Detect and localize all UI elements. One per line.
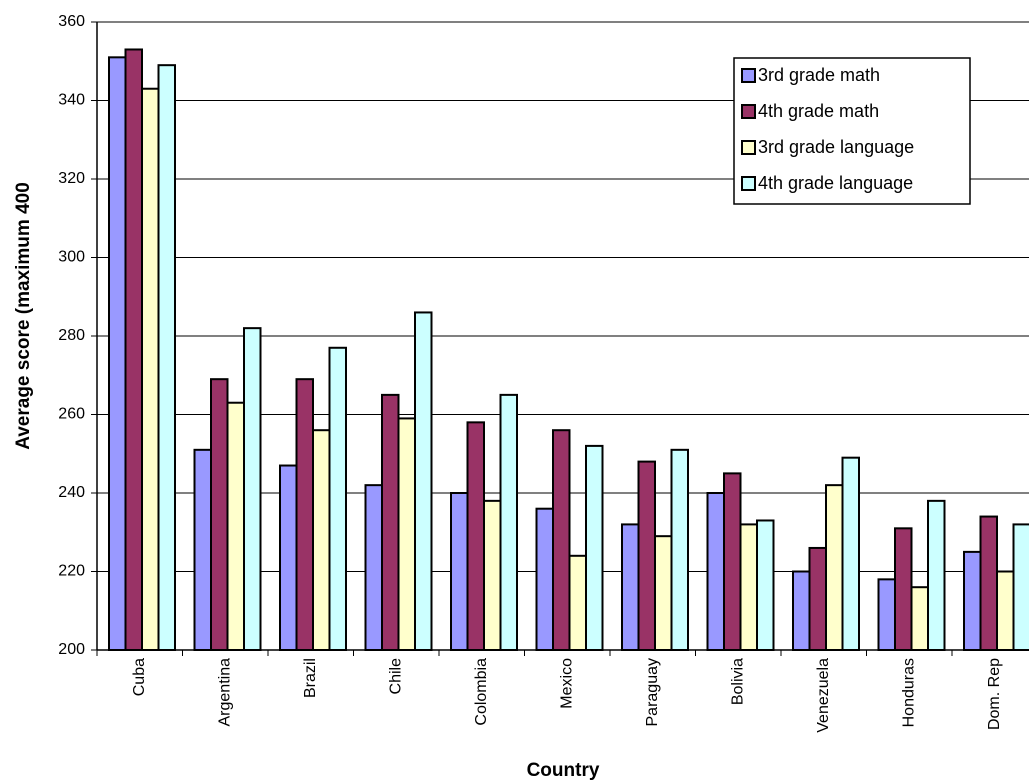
bar	[328, 346, 347, 651]
bar	[792, 570, 811, 651]
x-tick-label: Argentina	[216, 658, 233, 727]
x-tick-label: Venezuela	[815, 658, 832, 733]
y-tick-label: 300	[58, 249, 85, 266]
bar	[381, 393, 400, 651]
bar	[723, 472, 742, 651]
bar	[499, 393, 518, 651]
bar	[927, 499, 946, 651]
bar	[756, 519, 775, 651]
bar	[535, 507, 554, 652]
y-axis-title: Average score (maximum 400	[13, 182, 34, 450]
legend-label: 3rd grade math	[758, 65, 880, 85]
x-tick-label: Chile	[387, 658, 404, 695]
bar	[279, 464, 298, 651]
bar	[226, 401, 245, 651]
y-tick-label: 260	[58, 406, 85, 423]
bar	[483, 499, 502, 651]
x-tick-label: Cuba	[131, 658, 148, 696]
bar	[364, 484, 383, 651]
x-axis-title: Country	[527, 760, 600, 781]
legend-label: 3rd grade language	[758, 137, 914, 157]
bar	[963, 550, 982, 651]
bar	[585, 444, 604, 651]
x-tick-label: Dom. Rep	[986, 658, 1003, 730]
legend-swatch	[741, 140, 756, 155]
legend-swatch	[741, 68, 756, 83]
bar	[193, 448, 212, 652]
legend-label: 4th grade language	[758, 173, 913, 193]
bar	[210, 378, 229, 651]
y-tick-label: 340	[58, 92, 85, 109]
bar	[295, 378, 314, 651]
x-tick-label: Paraguay	[644, 658, 661, 727]
legend-swatch	[741, 104, 756, 119]
bar	[568, 554, 587, 651]
y-tick-label: 360	[58, 13, 85, 30]
bar	[910, 586, 929, 652]
x-tick-label: Mexico	[558, 658, 575, 709]
bar	[397, 417, 416, 651]
x-tick-label: Brazil	[302, 658, 319, 698]
x-tick-label: Bolivia	[729, 658, 746, 705]
y-tick-label: 320	[58, 170, 85, 187]
bar	[739, 523, 758, 652]
bar	[706, 492, 725, 651]
bar	[414, 311, 433, 651]
x-tick-label: Colombia	[473, 658, 490, 726]
legend-swatch	[741, 176, 756, 191]
bar	[450, 492, 469, 651]
bar	[996, 570, 1015, 651]
bar	[894, 527, 913, 652]
bar	[654, 535, 673, 651]
bar	[108, 56, 127, 651]
bar	[466, 421, 485, 651]
bar	[825, 484, 844, 651]
y-tick-label: 200	[58, 641, 85, 658]
bar	[637, 460, 656, 651]
bar	[124, 48, 143, 652]
bar	[552, 429, 571, 652]
bar	[312, 429, 331, 652]
y-tick-label: 280	[58, 327, 85, 344]
bar	[157, 64, 176, 652]
bar	[1012, 523, 1029, 652]
y-tick-label: 240	[58, 484, 85, 501]
legend-label: 4th grade math	[758, 101, 879, 121]
bar	[841, 456, 860, 651]
x-tick-label: Honduras	[900, 658, 917, 727]
bar	[243, 327, 262, 651]
bar	[141, 87, 160, 652]
bar	[877, 578, 896, 651]
bar	[979, 515, 998, 651]
bar	[808, 546, 827, 652]
bar	[670, 448, 689, 652]
bar	[621, 523, 640, 652]
legend-box	[733, 57, 971, 205]
y-tick-label: 220	[58, 563, 85, 580]
